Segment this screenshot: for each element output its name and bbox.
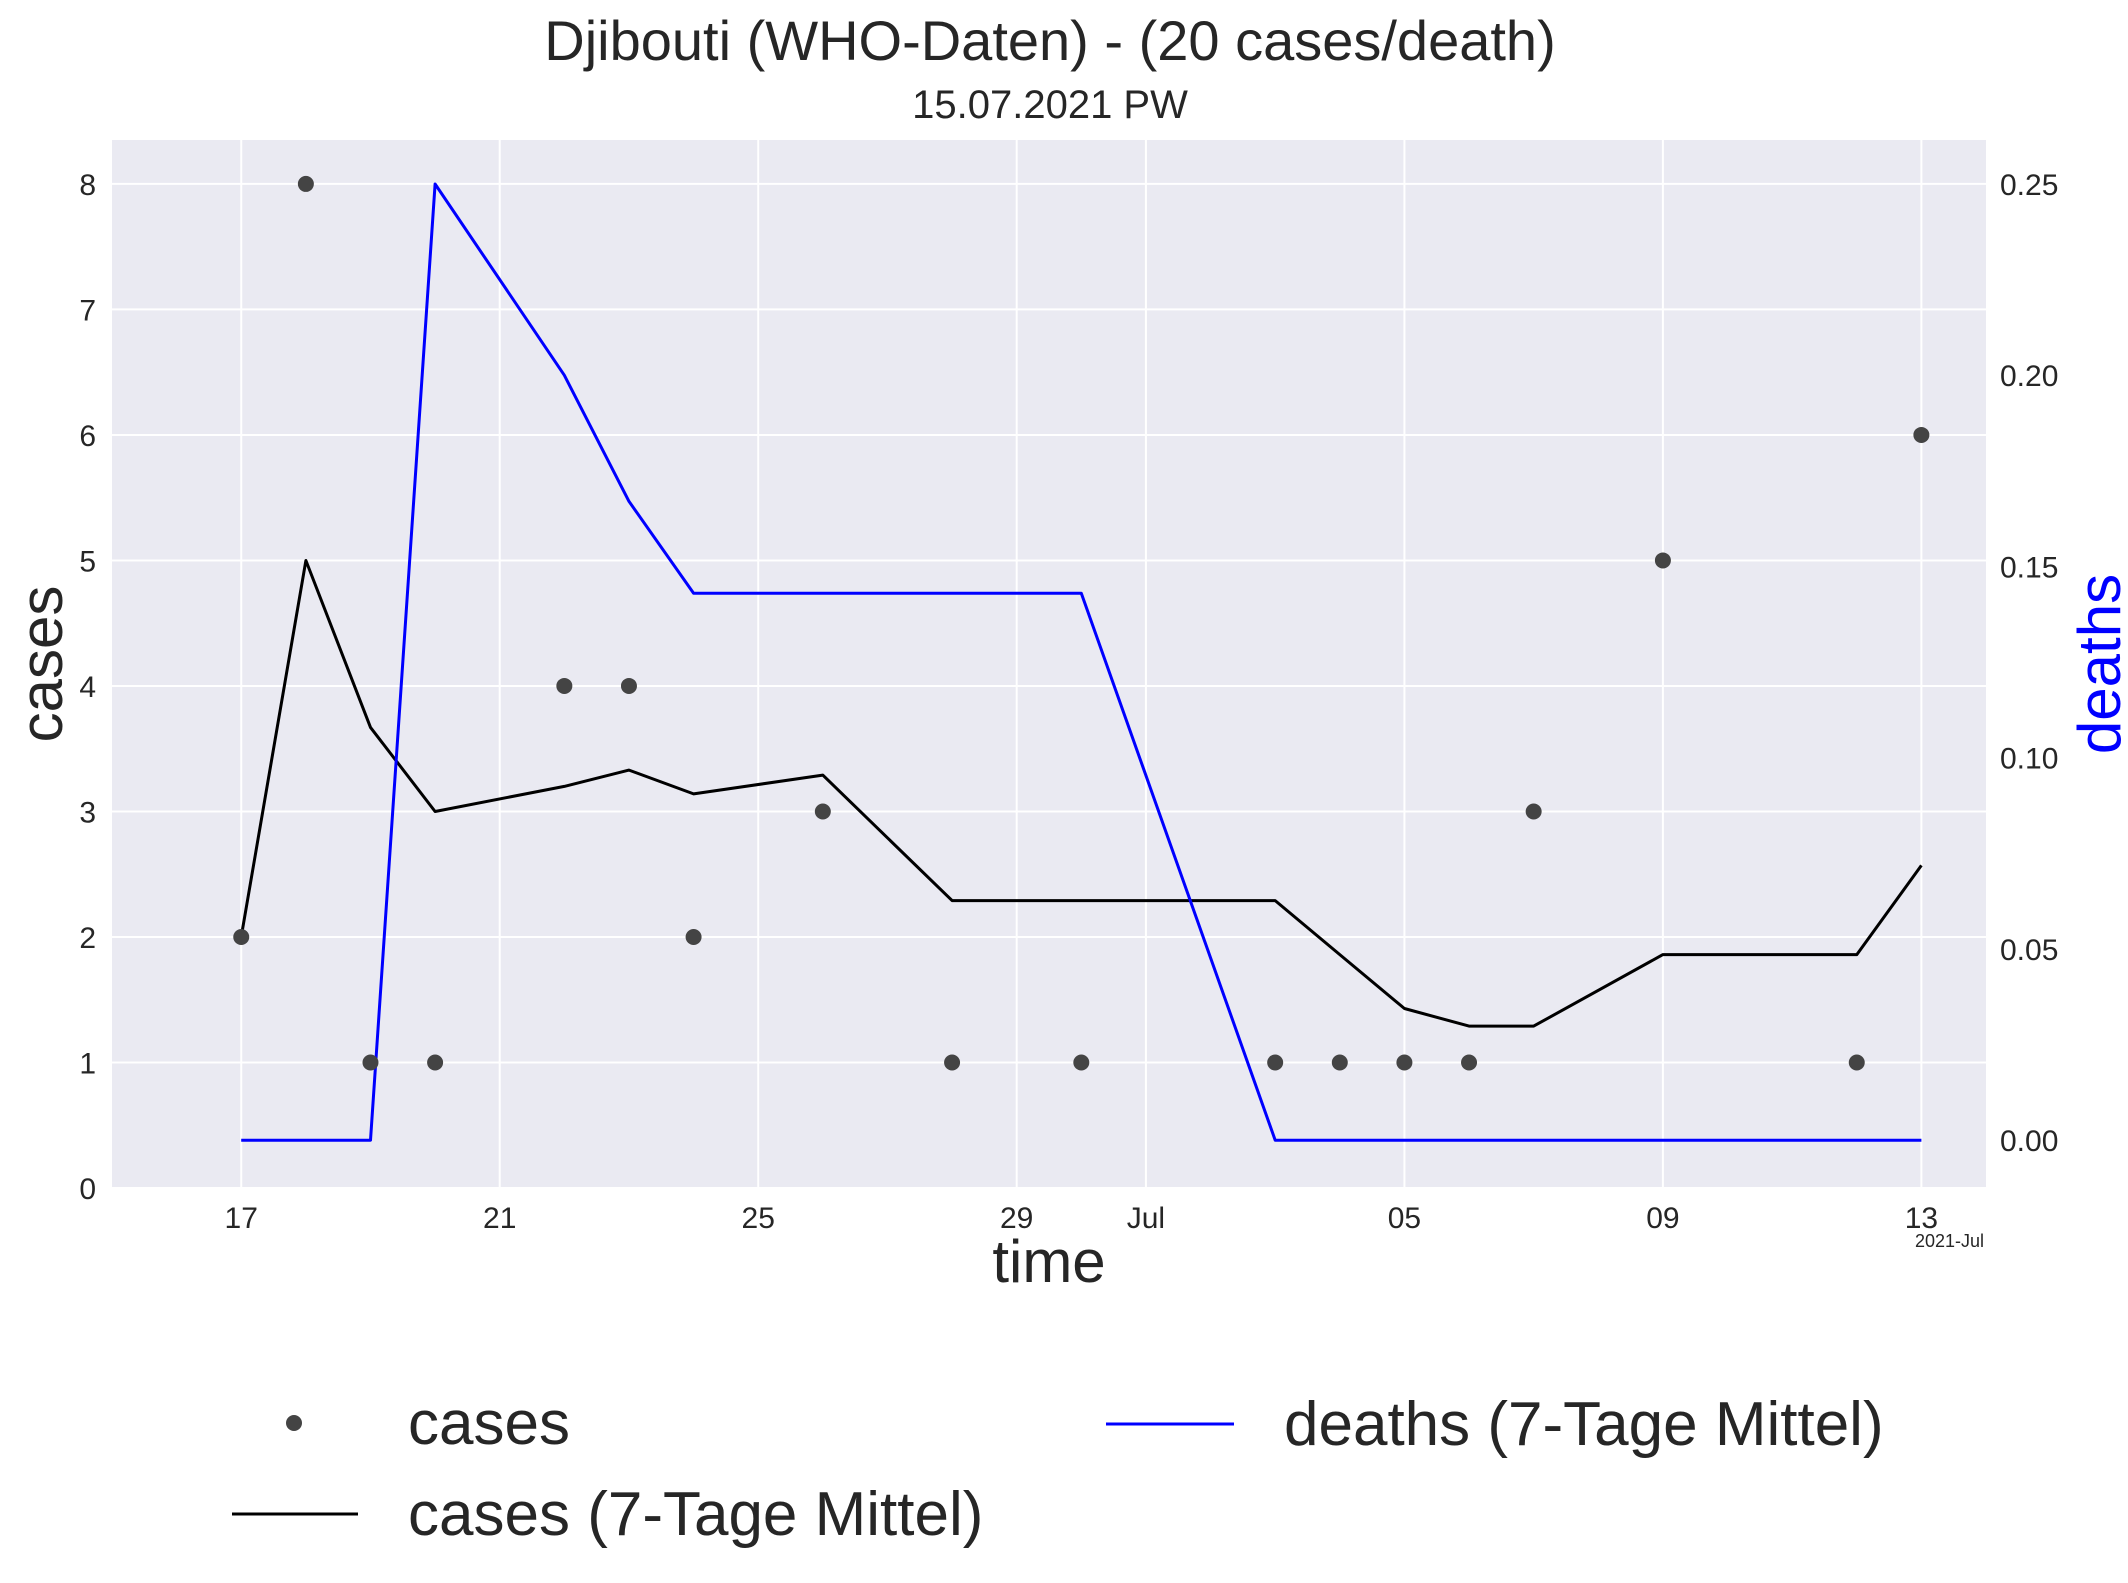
y-right-tick-label: 0.20 <box>2000 360 2058 393</box>
x-tick-label: 25 <box>742 1202 775 1235</box>
cases-point <box>1267 1054 1284 1071</box>
cases-point <box>1525 803 1542 820</box>
x-tick-label: 13 <box>1905 1202 1938 1235</box>
y-left-tick-label: 5 <box>79 545 96 578</box>
cases-point <box>685 928 702 945</box>
y-right-tick-labels: 0.00 0.05 0.10 0.15 0.20 0.25 <box>2000 169 2058 1158</box>
y-right-tick-label: 0.10 <box>2000 743 2058 776</box>
cases-point <box>620 677 637 694</box>
plot-area <box>112 140 1986 1188</box>
y-left-tick-labels: 0 1 2 3 4 5 6 7 8 <box>79 169 96 1206</box>
legend-label-cases: cases <box>408 1389 570 1458</box>
grid-lines <box>112 140 1986 1189</box>
x-axis-label: time <box>992 1228 1105 1295</box>
cases-point <box>1913 426 1930 443</box>
cases-point <box>944 1054 961 1071</box>
chart-title: Djibouti (WHO-Daten) - (20 cases/death) <box>544 9 1555 72</box>
x-tick-label: 17 <box>225 1202 258 1235</box>
y-right-tick-label: 0.15 <box>2000 551 2058 584</box>
cases-point <box>1848 1054 1865 1071</box>
y-right-tick-label: 0.05 <box>2000 934 2058 967</box>
chart-subtitle: 15.07.2021 PW <box>912 83 1188 127</box>
cases-point <box>1073 1054 1090 1071</box>
y-left-tick-label: 3 <box>79 796 96 829</box>
cases-point <box>297 175 314 192</box>
series-cases-avg-line <box>239 559 1923 1028</box>
cases-point <box>427 1054 444 1071</box>
y-left-axis-label: cases <box>8 586 75 743</box>
legend-label-deaths-avg: deaths (7-Tage Mittel) <box>1284 1390 1884 1459</box>
cases-point <box>1396 1054 1413 1071</box>
y-left-tick-label: 4 <box>79 671 96 704</box>
y-left-tick-label: 0 <box>79 1173 96 1206</box>
x-tick-label: Jul <box>1127 1202 1165 1235</box>
series-deaths-avg-line <box>241 182 1922 1142</box>
x-tick-label: 21 <box>483 1202 516 1235</box>
y-left-tick-label: 6 <box>79 420 96 453</box>
x-tick-label: 05 <box>1388 1202 1421 1235</box>
x-tick-label: 29 <box>1000 1202 1033 1235</box>
y-right-tick-label: 0.00 <box>2000 1125 2058 1158</box>
y-left-tick-label: 2 <box>79 922 96 955</box>
cases-point <box>1654 552 1671 569</box>
x-offset-label: 2021-Jul <box>1915 1231 1984 1251</box>
cases-point <box>1461 1054 1478 1071</box>
series-layer <box>233 175 1930 1142</box>
x-tick-labels: 17 21 25 29 Jul 05 09 13 <box>225 1202 1939 1235</box>
legend: cases cases (7-Tage Mittel) deaths (7-Ta… <box>232 1389 1884 1549</box>
cases-point <box>233 928 250 945</box>
cases-point <box>814 803 831 820</box>
y-left-tick-label: 1 <box>79 1047 96 1080</box>
y-right-tick-label: 0.25 <box>2000 169 2058 202</box>
y-right-axis-label: deaths <box>2066 574 2128 754</box>
legend-marker-cases <box>286 1415 302 1431</box>
x-tick-label: 09 <box>1646 1202 1679 1235</box>
y-left-tick-label: 8 <box>79 169 96 202</box>
legend-label-cases-avg: cases (7-Tage Mittel) <box>408 1480 983 1549</box>
cases-point <box>556 677 573 694</box>
cases-point <box>362 1054 379 1071</box>
cases-point <box>1331 1054 1348 1071</box>
y-left-tick-label: 7 <box>79 294 96 327</box>
